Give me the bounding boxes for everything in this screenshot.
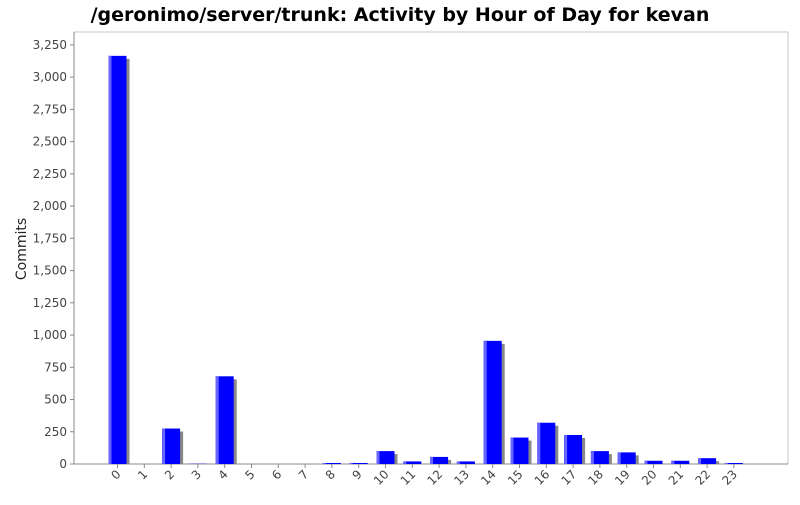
bar-highlight	[430, 457, 433, 464]
bar-highlight	[725, 463, 728, 464]
bar-highlight	[671, 461, 674, 464]
bar-highlight	[537, 423, 540, 464]
y-tick-label: 2,250	[33, 167, 67, 181]
x-tick-label: 9	[350, 467, 365, 482]
x-tick-label: 0	[108, 467, 123, 482]
bar-highlight	[162, 429, 165, 464]
y-tick-label: 3,250	[33, 38, 67, 52]
x-tick-label: 11	[398, 467, 419, 488]
bar-highlight	[564, 435, 567, 464]
x-tick-label: 5	[242, 467, 257, 482]
x-tick-label: 10	[371, 467, 392, 488]
y-tick-label: 2,500	[33, 135, 67, 149]
bar-highlight	[403, 461, 406, 464]
y-tick-label: 1,250	[33, 296, 67, 310]
x-tick-label: 23	[719, 467, 740, 488]
y-tick-label: 1,000	[33, 328, 67, 342]
x-tick-label: 21	[666, 467, 687, 488]
chart-title: /geronimo/server/trunk: Activity by Hour…	[91, 4, 710, 26]
x-tick-label: 4	[216, 467, 231, 482]
plot-area: 02505007501,0001,2501,5001,7502,0002,250…	[33, 32, 788, 488]
y-tick-label: 500	[44, 393, 67, 407]
bar-highlight	[618, 452, 621, 464]
y-tick-label: 2,000	[33, 199, 67, 213]
y-tick-label: 2,750	[33, 102, 67, 116]
y-tick-label: 0	[59, 457, 67, 471]
x-tick-label: 7	[296, 467, 311, 482]
x-tick-label: 3	[189, 467, 204, 482]
x-tick-label: 20	[639, 467, 660, 488]
bar-highlight	[377, 451, 380, 464]
y-tick-label: 1,750	[33, 231, 67, 245]
y-tick-label: 250	[44, 425, 67, 439]
x-tick-label: 1	[135, 467, 150, 482]
x-tick-label: 15	[505, 467, 526, 488]
plot-border	[74, 32, 788, 464]
bar-highlight	[350, 463, 353, 464]
bar-highlight	[591, 451, 594, 464]
x-tick-label: 8	[323, 467, 338, 482]
bar-highlight	[457, 461, 460, 464]
x-tick-label: 14	[478, 467, 499, 488]
x-tick-label: 13	[451, 467, 472, 488]
bar-highlight	[645, 461, 648, 464]
x-tick-label: 6	[269, 467, 284, 482]
x-tick-label: 12	[425, 467, 446, 488]
bar-highlight	[216, 376, 219, 464]
y-tick-label: 1,500	[33, 264, 67, 278]
x-tick-label: 17	[559, 467, 580, 488]
bar-highlight	[484, 341, 487, 464]
bar-highlight	[323, 463, 326, 464]
x-tick-label: 22	[693, 467, 714, 488]
x-tick-label: 19	[612, 467, 633, 488]
bar-highlight	[698, 458, 701, 464]
x-tick-label: 18	[585, 467, 606, 488]
x-tick-label: 16	[532, 467, 553, 488]
y-axis-label: Commits	[14, 218, 30, 280]
y-tick-label: 3,000	[33, 70, 67, 84]
bar-highlight	[109, 56, 112, 464]
bar-highlight	[511, 438, 514, 464]
x-tick-label: 2	[162, 467, 177, 482]
y-tick-label: 750	[44, 360, 67, 374]
